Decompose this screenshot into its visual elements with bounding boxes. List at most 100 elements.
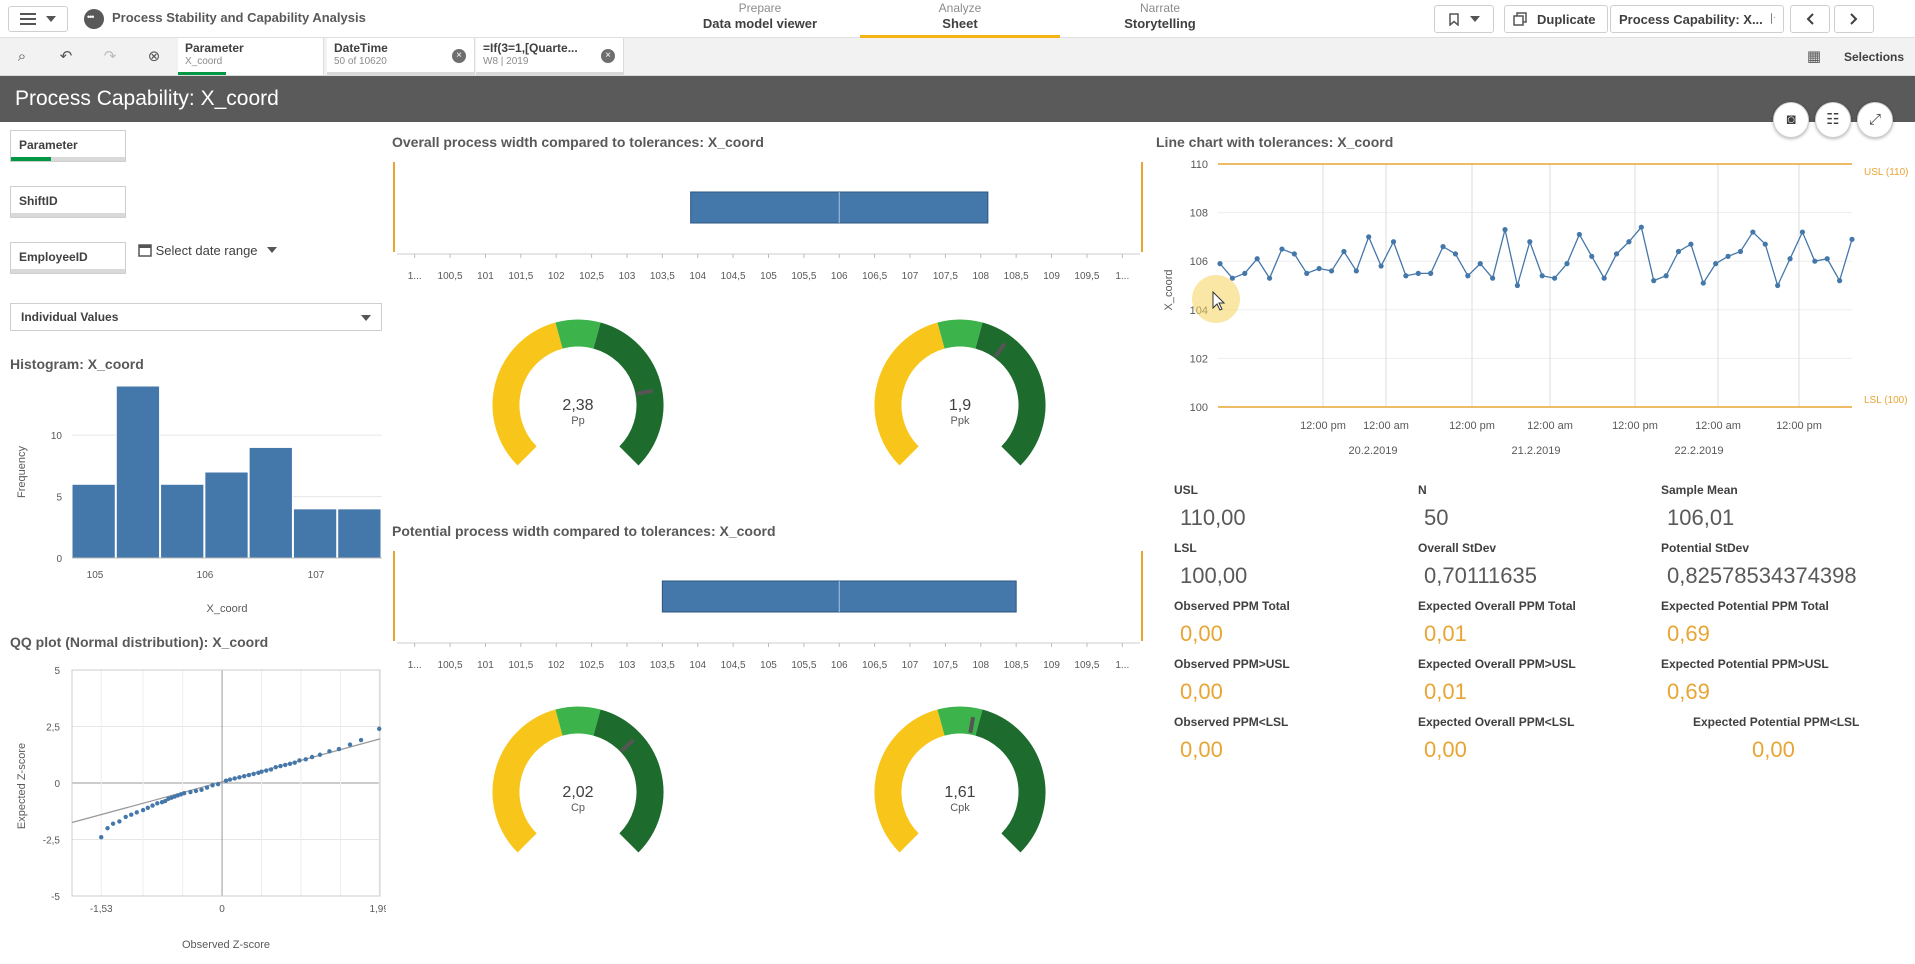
- gauge-needle: [620, 738, 635, 753]
- kpi-value: 0,70111635: [1424, 563, 1537, 588]
- qq-plot-chart[interactable]: 5 2,5 0 -2,5 -5 -1,53 0 1,99 Observed Z-score Exp…: [0, 656, 386, 958]
- snapshot-button[interactable]: ◙: [1773, 102, 1809, 138]
- x-tick-label: 107: [902, 660, 919, 671]
- gauge-value: 2,02: [562, 784, 593, 801]
- filter-parameter[interactable]: Parameter: [10, 130, 126, 162]
- app-icon[interactable]: [84, 9, 104, 29]
- qq-point: [278, 763, 283, 769]
- clear-selection-icon[interactable]: ×: [601, 49, 615, 63]
- qq-point: [327, 749, 332, 754]
- overall-box-chart[interactable]: 1... 100,5 101 101,5 102 102,5 103 103,5 104 104,…: [388, 156, 1148, 286]
- qq-point: [273, 764, 278, 770]
- selection-value: X_coord: [185, 56, 223, 67]
- hamburger-menu-button[interactable]: [8, 6, 68, 32]
- x-tick-label: 106: [831, 271, 848, 282]
- step-back-icon[interactable]: ↶: [59, 48, 73, 65]
- cursor-icon: [1212, 290, 1226, 311]
- fullscreen-button[interactable]: ⤢: [1857, 102, 1893, 138]
- qq-point: [117, 819, 122, 824]
- duplicate-button[interactable]: Duplicate: [1504, 5, 1608, 33]
- data-point: [1279, 246, 1285, 252]
- data-point: [1713, 261, 1719, 267]
- camera-icon: ◙: [1786, 111, 1796, 128]
- kpi-value: 0,00: [1180, 737, 1223, 762]
- x-tick-label: 12:00 pm: [1300, 420, 1346, 432]
- qq-point: [123, 814, 128, 820]
- selection-field: Parameter: [185, 41, 244, 55]
- qq-point: [309, 754, 315, 760]
- caret-down-icon: [361, 315, 371, 321]
- selection-chip-quarter[interactable]: =If(3=1,[Quarte... W8 | 2019 ×: [476, 38, 624, 75]
- gauge-band: [592, 322, 664, 466]
- x-tick-label: 102: [548, 271, 565, 282]
- step-forward-icon[interactable]: ↷: [103, 48, 117, 65]
- nav-tab-prepare[interactable]: Prepare Data model viewer: [660, 0, 860, 38]
- x-tick-label: 12:00 pm: [1612, 420, 1658, 432]
- histogram-bar: [204, 471, 249, 559]
- kpi-value: 0,00: [1424, 737, 1467, 762]
- selection-chip-parameter[interactable]: Parameter X_coord: [178, 38, 324, 75]
- qq-point: [283, 762, 288, 768]
- x-tick-label: 101,5: [508, 660, 533, 671]
- bookmark-button[interactable]: [1434, 5, 1494, 33]
- selection-field: =If(3=1,[Quarte...: [483, 41, 578, 55]
- x-tick-label: 101: [477, 660, 494, 671]
- selection-chip-datetime[interactable]: DateTime 50 of 10620 ×: [327, 38, 475, 75]
- date-range-picker[interactable]: Select date range: [138, 243, 278, 258]
- histogram-chart[interactable]: 0 5 10 105 106 107 X_coord Frequency: [0, 376, 386, 618]
- qq-point: [303, 757, 308, 762]
- qq-point: [223, 778, 229, 783]
- filter-state-bar: [11, 213, 125, 217]
- potential-box-chart[interactable]: 1... 100,5 101 101,5 102 102,5 103 103,5 104 104,…: [388, 545, 1148, 675]
- sheet-selector-button[interactable]: Process Capability: X...: [1610, 5, 1784, 33]
- filter-state-bar: [11, 269, 125, 273]
- nav-tab-narrate[interactable]: Narrate Storytelling: [1060, 0, 1260, 38]
- kpi-value: 0,00: [1180, 621, 1223, 646]
- filter-shiftid[interactable]: ShiftID: [10, 186, 126, 218]
- qq-point: [129, 812, 134, 817]
- kpi-label: Overall StDev: [1418, 541, 1497, 555]
- sheet-header: Process Capability: X_coord: [0, 76, 1915, 122]
- chart-type-dropdown[interactable]: Individual Values: [10, 303, 382, 331]
- qq-point: [251, 771, 256, 777]
- filter-state-bar: [11, 157, 125, 161]
- previous-sheet-button[interactable]: [1790, 5, 1830, 33]
- data-point: [1837, 278, 1843, 284]
- gauge-needle: [968, 716, 976, 734]
- clear-selection-icon[interactable]: ×: [452, 49, 466, 63]
- selections-button[interactable]: Selections: [1844, 50, 1905, 64]
- nav-tab-analyze[interactable]: Analyze Sheet: [860, 0, 1060, 38]
- selections-tool-icon[interactable]: ▦: [1806, 48, 1822, 65]
- line-chart-title: Line chart with tolerances: X_coord: [1156, 134, 1394, 150]
- filter-employeeid[interactable]: EmployeeID: [10, 242, 126, 274]
- adjust-button[interactable]: ☷: [1815, 102, 1851, 138]
- x-tick-label: 12:00 am: [1695, 420, 1741, 432]
- data-point: [1688, 241, 1694, 247]
- qq-point: [199, 787, 204, 792]
- y-tick-label: 10: [51, 431, 63, 442]
- date-label: 22.2.2019: [1675, 445, 1724, 457]
- data-point: [1415, 270, 1421, 276]
- qq-point: [292, 760, 297, 765]
- kpi-value: 0,01: [1424, 621, 1467, 646]
- x-tick-label: 104,5: [721, 660, 746, 671]
- qq-point: [210, 783, 215, 788]
- clear-selections-icon[interactable]: ⊗: [147, 48, 161, 65]
- selection-state-bar: [327, 72, 475, 75]
- data-point: [1242, 270, 1248, 276]
- next-sheet-button[interactable]: [1834, 5, 1874, 33]
- data-point: [1502, 227, 1508, 233]
- qq-point: [268, 767, 274, 772]
- sheet-icon: [1771, 13, 1773, 24]
- y-tick-label: 0: [56, 554, 62, 565]
- qq-point: [287, 761, 293, 766]
- x-tick-label: 0: [219, 904, 225, 915]
- smart-search-icon[interactable]: ⌕: [17, 48, 27, 65]
- qq-point: [155, 801, 160, 806]
- top-navigation-bar: Process Stability and Capability Analysi…: [0, 0, 1915, 38]
